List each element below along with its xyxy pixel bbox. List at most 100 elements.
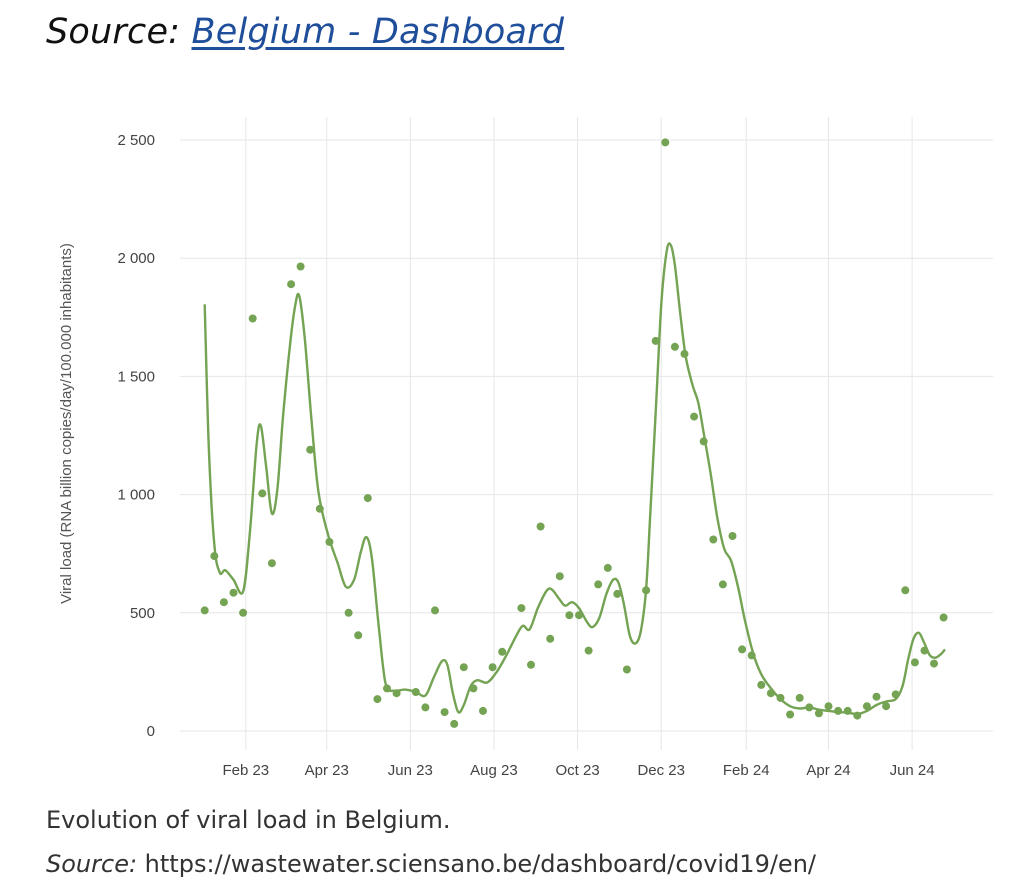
data-point [267, 559, 276, 568]
data-point [690, 412, 699, 421]
data-point [296, 262, 305, 271]
data-point [843, 706, 852, 715]
data-point [440, 708, 449, 717]
y-tick-label: 2 500 [117, 132, 155, 149]
data-point [824, 702, 833, 711]
data-point [210, 552, 219, 561]
data-point [469, 684, 478, 693]
x-tick-label: Feb 24 [723, 762, 770, 779]
data-point [450, 719, 459, 728]
data-point [814, 709, 823, 718]
data-point [795, 693, 804, 702]
source-url: https://wastewater.sciensano.be/dashboar… [137, 850, 816, 878]
heading-prefix: Source: [46, 12, 192, 52]
data-point [786, 710, 795, 719]
data-point [373, 695, 382, 704]
data-point [747, 651, 756, 660]
trend-line [203, 242, 946, 716]
x-tick-label: Jun 24 [890, 762, 935, 779]
data-point [594, 580, 603, 589]
x-tick-label: Feb 23 [222, 762, 269, 779]
data-point [680, 349, 689, 358]
data-point [565, 611, 574, 620]
data-point [239, 608, 248, 617]
data-point [853, 711, 862, 720]
data-point [661, 138, 670, 147]
data-point [728, 532, 737, 540]
data-point [527, 660, 535, 669]
data-point [757, 680, 766, 689]
data-point [498, 647, 507, 656]
data-point [603, 563, 612, 572]
y-tick-label: 1 500 [117, 368, 155, 385]
data-point [488, 663, 497, 672]
y-tick-label: 0 [147, 723, 155, 740]
data-point [651, 336, 660, 345]
data-point [699, 437, 708, 446]
data-point [776, 693, 785, 702]
data-point [555, 572, 564, 581]
data-point [575, 611, 583, 620]
data-point [882, 702, 891, 711]
page-heading: Source: Belgium - Dashboard [46, 12, 564, 52]
data-point [584, 646, 593, 655]
data-point [344, 608, 353, 617]
data-point [431, 606, 439, 615]
x-tick-label: Apr 24 [806, 762, 850, 779]
data-points [200, 138, 948, 728]
data-point [325, 537, 334, 546]
y-tick-label: 500 [130, 605, 155, 622]
x-tick-label: Oct 23 [555, 762, 599, 779]
data-point [421, 703, 430, 712]
data-point [766, 689, 775, 698]
data-point [306, 445, 315, 454]
grid [180, 117, 993, 750]
data-point [229, 588, 238, 597]
data-point [459, 663, 468, 672]
data-point [642, 586, 651, 595]
data-point [834, 706, 843, 715]
data-point [872, 692, 881, 701]
x-tick-label: Apr 23 [305, 762, 349, 779]
data-point [363, 494, 372, 503]
y-axis-label: Viral load (RNA billion copies/day/100.0… [58, 243, 75, 604]
y-tick-label: 1 000 [117, 487, 155, 504]
data-point [517, 604, 526, 613]
x-axis-ticks: Feb 23 Apr 23 Jun 23 Aug 23 Oct 23 Dec 23 Feb … [222, 762, 934, 779]
data-point [930, 659, 938, 668]
data-point [738, 645, 747, 654]
data-point [315, 504, 324, 513]
data-point [287, 280, 296, 289]
data-point [901, 586, 910, 595]
source-label: Source: [46, 850, 138, 878]
viral-load-chart: 0 500 1 000 1 500 2 000 2 500 Feb 23 Apr 23 Jun… [58, 117, 993, 779]
data-point [479, 706, 487, 715]
source-line: Source: https://wastewater.sciensano.be/… [46, 850, 816, 878]
data-point [248, 314, 257, 323]
data-point [709, 535, 718, 544]
data-point [862, 702, 871, 711]
data-point [670, 342, 679, 351]
data-point [354, 631, 363, 640]
data-point [536, 522, 545, 531]
data-point [891, 690, 900, 699]
data-point [718, 580, 727, 589]
data-point [392, 689, 401, 698]
y-axis-ticks: 0 500 1 000 1 500 2 000 2 500 [117, 132, 155, 740]
data-point [910, 658, 919, 667]
x-tick-label: Aug 23 [470, 762, 518, 779]
data-point [613, 589, 622, 598]
data-point [622, 665, 631, 674]
figure-caption: Evolution of viral load in Belgium. [46, 806, 451, 834]
y-tick-label: 2 000 [117, 250, 155, 267]
data-point [258, 489, 267, 498]
data-point [411, 688, 420, 696]
data-point [219, 598, 228, 607]
dashboard-link[interactable]: Belgium - Dashboard [191, 12, 565, 52]
data-point [383, 684, 391, 693]
x-tick-label: Jun 23 [388, 762, 433, 779]
data-point [546, 634, 555, 643]
x-tick-label: Dec 23 [637, 762, 685, 779]
data-point [920, 646, 929, 655]
data-point [200, 606, 209, 615]
